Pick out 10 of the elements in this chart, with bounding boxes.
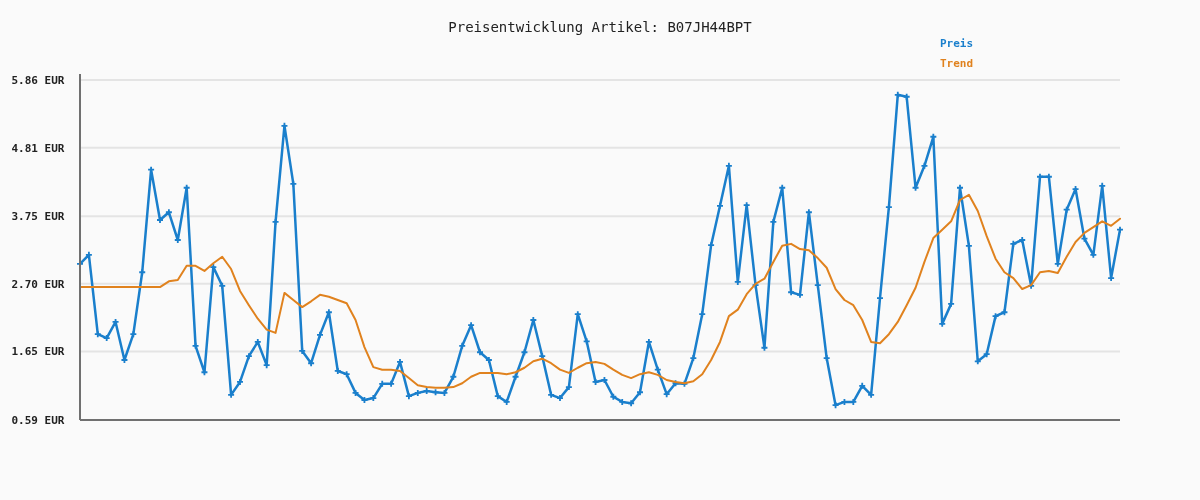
text: Preis: [940, 37, 974, 50]
y-tick-label: 3.75 EUR: [11, 209, 65, 223]
y-tick-label: 0.59 EUR: [11, 413, 65, 427]
line-series: [79, 193, 1121, 389]
chart-title: Preisentwicklung Artikel: B07JH44BPT: [448, 19, 753, 35]
y-tick-label: 5.86 EUR: [11, 73, 65, 87]
text: Trend: [940, 57, 974, 70]
y-tick-label: 1.65 EUR: [11, 345, 65, 359]
y-tick-label: 2.70 EUR: [11, 277, 65, 291]
y-tick-label: 4.81 EUR: [11, 141, 65, 155]
